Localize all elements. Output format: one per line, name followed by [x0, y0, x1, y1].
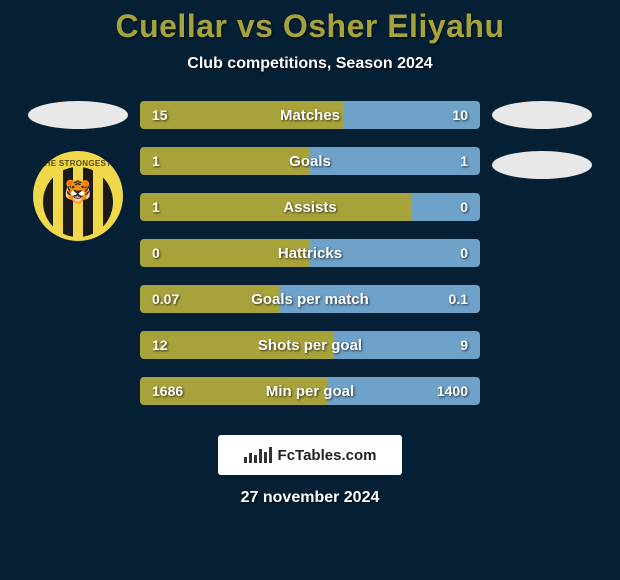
- stat-value-left: 0: [152, 239, 160, 267]
- chart-bars-icon: [244, 447, 272, 463]
- player2-ellipse-2: [492, 151, 592, 179]
- tiger-icon: 🐯: [64, 179, 91, 205]
- right-column: [492, 101, 592, 179]
- stat-label: Hattricks: [140, 239, 480, 267]
- stat-value-right: 0: [460, 193, 468, 221]
- stat-label: Shots per goal: [140, 331, 480, 359]
- infographic-container: Cuellar vs Osher Eliyahu Club competitio…: [0, 0, 620, 580]
- footer-logo: FcTables.com: [218, 435, 402, 475]
- stat-row: Shots per goal12 9: [140, 331, 480, 359]
- player2-ellipse-1: [492, 101, 592, 129]
- stat-value-right: 9: [460, 331, 468, 359]
- stat-row: Goals per match0.07 0.1: [140, 285, 480, 313]
- footer-brand: FcTables.com: [278, 447, 377, 464]
- stat-row: Assists1 0: [140, 193, 480, 221]
- stat-value-right: 0: [460, 239, 468, 267]
- stat-value-right: 10: [452, 101, 468, 129]
- stat-label: Assists: [140, 193, 480, 221]
- stat-row: Hattricks0 0: [140, 239, 480, 267]
- stat-value-left: 1: [152, 147, 160, 175]
- stat-value-left: 0.07: [152, 285, 179, 313]
- stat-bars: Matches1510Goals11Assists10Hattricks00Go…: [140, 101, 480, 405]
- footer-date: 27 november 2024: [0, 489, 620, 507]
- stat-label: Min per goal: [140, 377, 480, 405]
- page-title: Cuellar vs Osher Eliyahu: [0, 8, 620, 45]
- stat-value-left: 15: [152, 101, 168, 129]
- stat-value-left: 1686: [152, 377, 183, 405]
- stat-label: Goals per match: [140, 285, 480, 313]
- stat-value-left: 1: [152, 193, 160, 221]
- stat-row: Goals1 1: [140, 147, 480, 175]
- stat-label: Matches: [140, 101, 480, 129]
- club-badge: HE STRONGEST 🐯: [33, 151, 123, 241]
- stats-area: HE STRONGEST 🐯 Matches1510Goals11Assists…: [0, 101, 620, 405]
- stat-label: Goals: [140, 147, 480, 175]
- player1-ellipse: [28, 101, 128, 129]
- left-column: HE STRONGEST 🐯: [28, 101, 128, 241]
- stat-row: Matches15 10: [140, 101, 480, 129]
- stat-row: Min per goal1686 1400: [140, 377, 480, 405]
- stat-value-right: 1400: [437, 377, 468, 405]
- stat-value-left: 12: [152, 331, 168, 359]
- stat-value-right: 0.1: [449, 285, 468, 313]
- stat-value-right: 1: [460, 147, 468, 175]
- subtitle: Club competitions, Season 2024: [0, 55, 620, 73]
